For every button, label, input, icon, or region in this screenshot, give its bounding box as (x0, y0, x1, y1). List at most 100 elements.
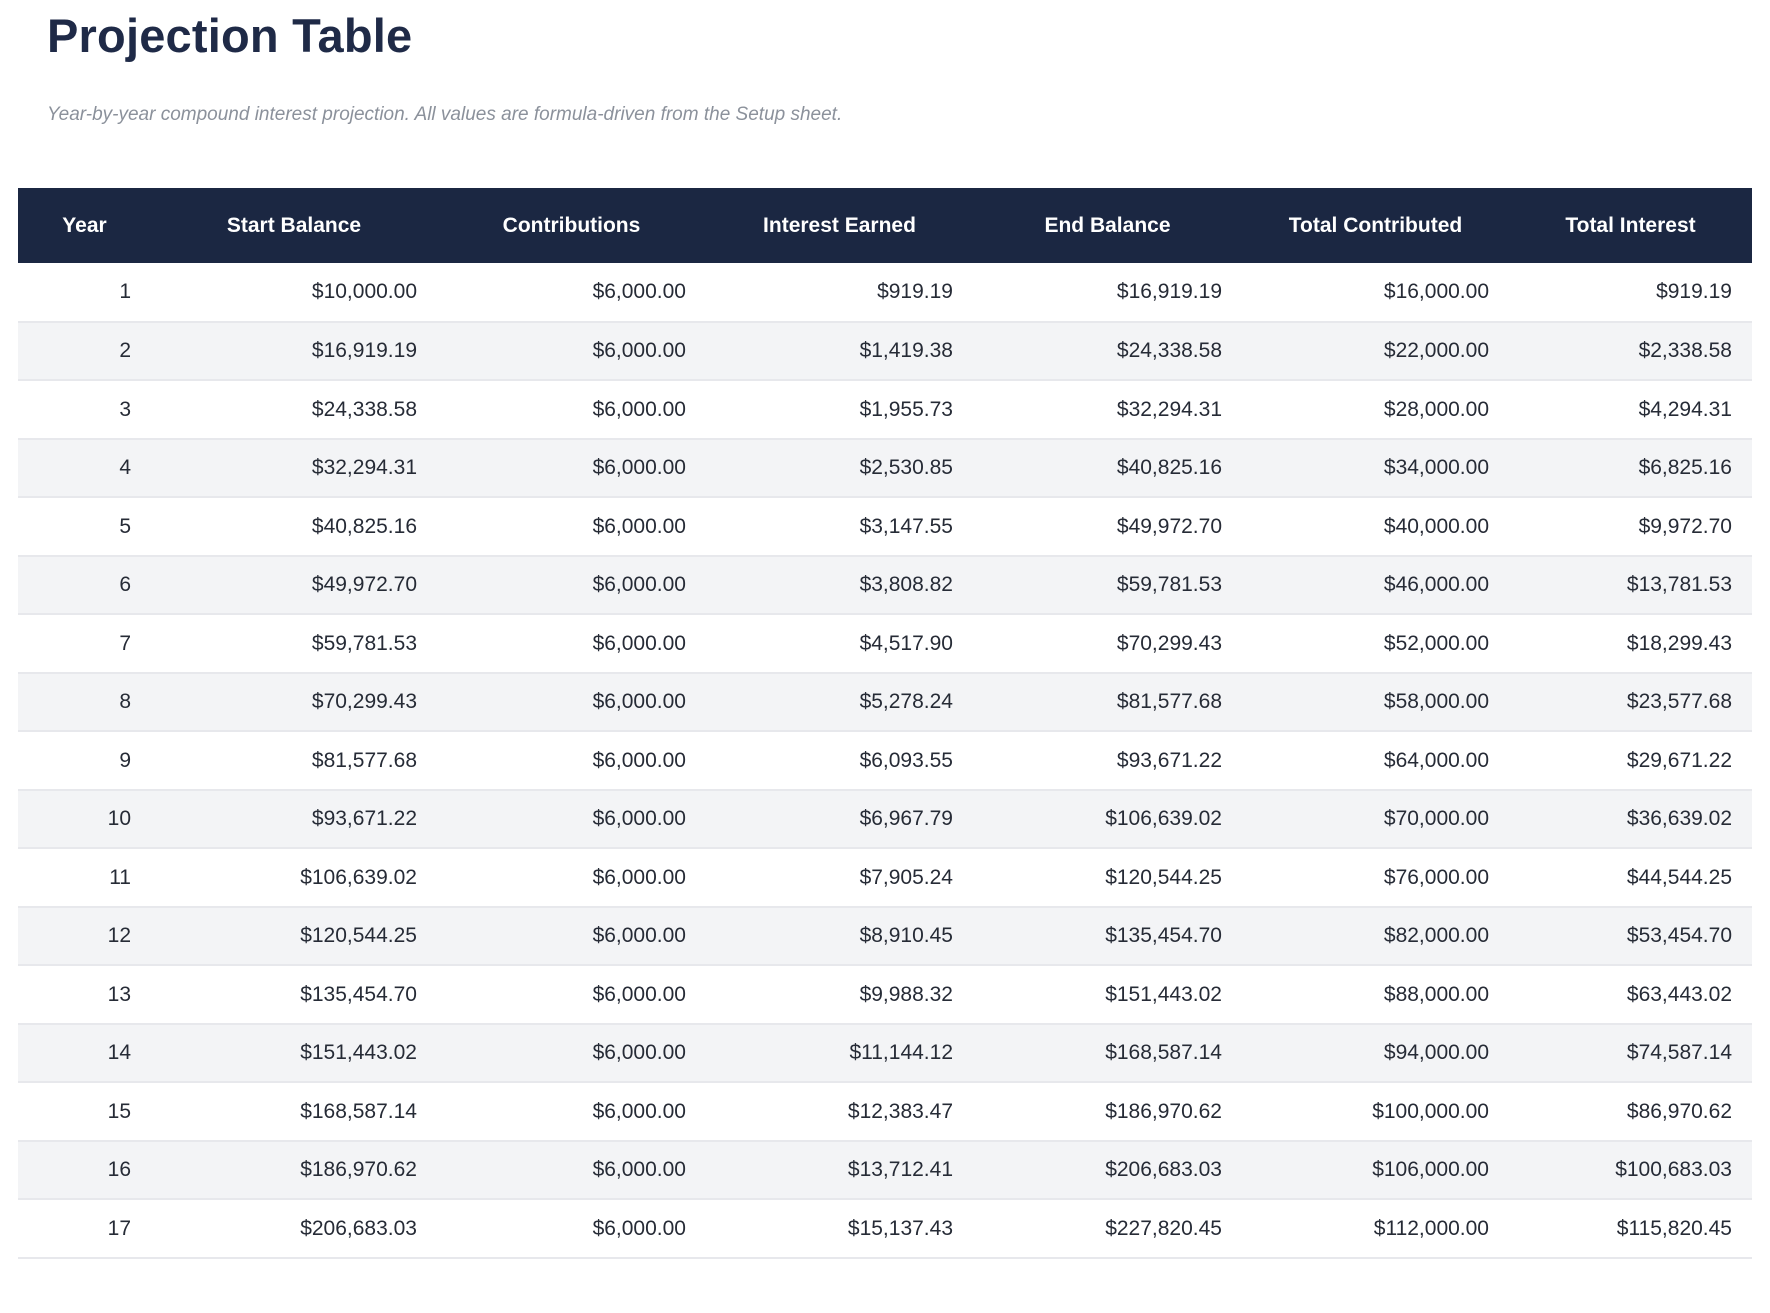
value-cell: $106,639.02 (973, 789, 1242, 850)
value-cell: $135,454.70 (973, 906, 1242, 967)
value-cell: $100,000.00 (1242, 1082, 1509, 1142)
value-cell: $32,294.31 (973, 380, 1242, 440)
year-cell: 3 (18, 380, 151, 440)
value-cell: $919.19 (706, 263, 973, 323)
table-row: 11 $106,639.02 $6,000.00 $7,905.24 $120,544.… (18, 848, 1752, 908)
value-cell: $6,000.00 (437, 906, 706, 967)
value-cell: $32,294.31 (151, 438, 437, 499)
value-cell: $58,000.00 (1242, 672, 1509, 733)
value-cell: $100,683.03 (1509, 1140, 1752, 1201)
table-row: 5 $40,825.16 $6,000.00 $3,147.55 $49,972.70 $… (18, 497, 1752, 557)
value-cell: $6,000.00 (437, 965, 706, 1025)
year-cell: 2 (18, 321, 151, 382)
table-row: 1 $10,000.00 $6,000.00 $919.19 $16,919.19 $16… (18, 263, 1752, 323)
value-cell: $93,671.22 (973, 731, 1242, 791)
year-cell: 15 (18, 1082, 151, 1142)
value-cell: $3,808.82 (706, 555, 973, 616)
value-cell: $13,781.53 (1509, 555, 1752, 616)
table-row: 15 $168,587.14 $6,000.00 $12,383.47 $186,970… (18, 1082, 1752, 1142)
year-cell: 7 (18, 614, 151, 674)
value-cell: $186,970.62 (151, 1140, 437, 1201)
value-cell: $6,825.16 (1509, 438, 1752, 499)
value-cell: $120,544.25 (151, 906, 437, 967)
value-cell: $22,000.00 (1242, 321, 1509, 382)
value-cell: $70,299.43 (973, 614, 1242, 674)
value-cell: $53,454.70 (1509, 906, 1752, 967)
value-cell: $74,587.14 (1509, 1023, 1752, 1084)
value-cell: $70,299.43 (151, 672, 437, 733)
value-cell: $6,967.79 (706, 789, 973, 850)
value-cell: $5,278.24 (706, 672, 973, 733)
value-cell: $64,000.00 (1242, 731, 1509, 791)
value-cell: $40,825.16 (151, 497, 437, 557)
value-cell: $23,577.68 (1509, 672, 1752, 733)
value-cell: $24,338.58 (973, 321, 1242, 382)
value-cell: $4,517.90 (706, 614, 973, 674)
header-row: Year Start Balance Contributions Interest E… (18, 188, 1752, 264)
value-cell: $106,000.00 (1242, 1140, 1509, 1201)
year-cell: 10 (18, 789, 151, 850)
value-cell: $4,294.31 (1509, 380, 1752, 440)
value-cell: $76,000.00 (1242, 848, 1509, 908)
value-cell: $106,639.02 (151, 848, 437, 908)
value-cell: $81,577.68 (151, 731, 437, 791)
column-header-start-balance: Start Balance (151, 188, 437, 264)
value-cell: $1,955.73 (706, 380, 973, 440)
value-cell: $206,683.03 (973, 1140, 1242, 1201)
value-cell: $70,000.00 (1242, 789, 1509, 850)
value-cell: $120,544.25 (973, 848, 1242, 908)
column-header-total-contributed: Total Contributed (1242, 188, 1509, 264)
value-cell: $59,781.53 (973, 555, 1242, 616)
table-row: 4 $32,294.31 $6,000.00 $2,530.85 $40,825.16 $… (18, 438, 1752, 499)
value-cell: $94,000.00 (1242, 1023, 1509, 1084)
value-cell: $227,820.45 (973, 1199, 1242, 1259)
value-cell: $6,000.00 (437, 380, 706, 440)
value-cell: $10,000.00 (151, 263, 437, 323)
value-cell: $36,639.02 (1509, 789, 1752, 850)
value-cell: $40,000.00 (1242, 497, 1509, 557)
value-cell: $6,000.00 (437, 497, 706, 557)
table-header: Year Start Balance Contributions Interest E… (18, 188, 1752, 264)
projection-table: Year Start Balance Contributions Interest E… (18, 188, 1752, 1259)
column-header-end-balance: End Balance (973, 188, 1242, 264)
value-cell: $1,419.38 (706, 321, 973, 382)
value-cell: $16,000.00 (1242, 263, 1509, 323)
value-cell: $151,443.02 (151, 1023, 437, 1084)
value-cell: $59,781.53 (151, 614, 437, 674)
value-cell: $919.19 (1509, 263, 1752, 323)
value-cell: $34,000.00 (1242, 438, 1509, 499)
value-cell: $6,000.00 (437, 789, 706, 850)
value-cell: $46,000.00 (1242, 555, 1509, 616)
value-cell: $16,919.19 (973, 263, 1242, 323)
value-cell: $206,683.03 (151, 1199, 437, 1259)
value-cell: $88,000.00 (1242, 965, 1509, 1025)
value-cell: $186,970.62 (973, 1082, 1242, 1142)
value-cell: $8,910.45 (706, 906, 973, 967)
value-cell: $49,972.70 (151, 555, 437, 616)
value-cell: $49,972.70 (973, 497, 1242, 557)
value-cell: $168,587.14 (973, 1023, 1242, 1084)
value-cell: $28,000.00 (1242, 380, 1509, 440)
value-cell: $6,000.00 (437, 614, 706, 674)
value-cell: $12,383.47 (706, 1082, 973, 1142)
value-cell: $13,712.41 (706, 1140, 973, 1201)
value-cell: $2,338.58 (1509, 321, 1752, 382)
value-cell: $6,093.55 (706, 731, 973, 791)
value-cell: $168,587.14 (151, 1082, 437, 1142)
value-cell: $81,577.68 (973, 672, 1242, 733)
year-cell: 6 (18, 555, 151, 616)
value-cell: $6,000.00 (437, 672, 706, 733)
value-cell: $3,147.55 (706, 497, 973, 557)
value-cell: $6,000.00 (437, 1082, 706, 1142)
value-cell: $2,530.85 (706, 438, 973, 499)
table-row: 13 $135,454.70 $6,000.00 $9,988.32 $151,443.… (18, 965, 1752, 1025)
year-cell: 13 (18, 965, 151, 1025)
value-cell: $24,338.58 (151, 380, 437, 440)
table-row: 12 $120,544.25 $6,000.00 $8,910.45 $135,454.… (18, 906, 1752, 967)
value-cell: $16,919.19 (151, 321, 437, 382)
year-cell: 16 (18, 1140, 151, 1201)
value-cell: $6,000.00 (437, 1140, 706, 1201)
table-row: 6 $49,972.70 $6,000.00 $3,808.82 $59,781.53 $… (18, 555, 1752, 616)
table-row: 10 $93,671.22 $6,000.00 $6,967.79 $106,639.0… (18, 789, 1752, 850)
value-cell: $151,443.02 (973, 965, 1242, 1025)
